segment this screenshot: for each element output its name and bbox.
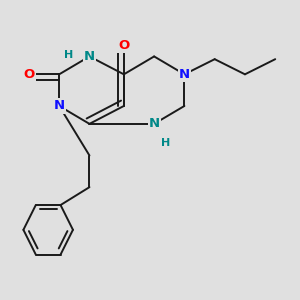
Text: H: H <box>160 138 170 148</box>
Text: H: H <box>64 50 74 60</box>
Text: O: O <box>23 68 34 81</box>
Text: N: N <box>84 50 95 63</box>
Text: N: N <box>179 68 190 81</box>
Text: N: N <box>54 100 65 112</box>
Text: O: O <box>118 39 130 52</box>
Text: N: N <box>148 117 160 130</box>
